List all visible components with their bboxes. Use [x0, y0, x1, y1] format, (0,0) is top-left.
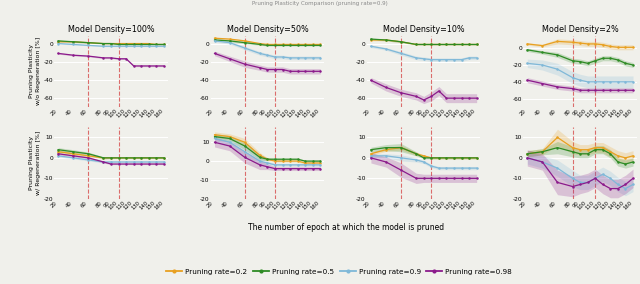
Title: Model Density=10%: Model Density=10% [383, 25, 465, 34]
Title: Model Density=50%: Model Density=50% [227, 25, 308, 34]
Text: The number of epoch at which the model is pruned: The number of epoch at which the model i… [248, 223, 444, 232]
Legend: Pruning rate=0.2, Pruning rate=0.5, Pruning rate=0.9, Pruning rate=0.98: Pruning rate=0.2, Pruning rate=0.5, Prun… [164, 266, 515, 277]
Title: Model Density=2%: Model Density=2% [542, 25, 618, 34]
Y-axis label: Pruning Plasticity
w/o Regeneration [%]: Pruning Plasticity w/o Regeneration [%] [29, 37, 40, 105]
Title: Model Density=100%: Model Density=100% [68, 25, 154, 34]
Text: Pruning Plasticity Comparison (pruning rate=0.9): Pruning Plasticity Comparison (pruning r… [252, 1, 388, 7]
Y-axis label: Pruning Plasticity
w/ Regeneration [%]: Pruning Plasticity w/ Regeneration [%] [29, 131, 40, 195]
